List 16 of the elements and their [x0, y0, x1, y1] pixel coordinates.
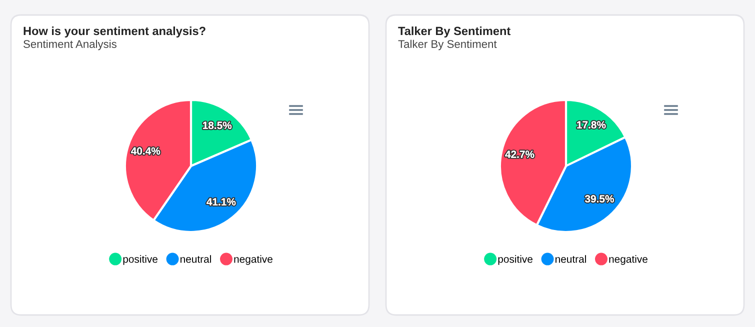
- legend-label: neutral: [180, 255, 211, 263]
- data-label: 40.4%: [131, 147, 160, 155]
- legend-label: positive: [498, 255, 532, 265]
- data-label: 41.1%: [206, 198, 236, 206]
- data-label: 18.5%: [202, 122, 232, 130]
- chart-title: Talker By Sentiment: [398, 26, 510, 38]
- legend-label: negative: [609, 255, 648, 265]
- data-label: 17.8%: [577, 121, 606, 129]
- legend-label: positive: [123, 255, 158, 265]
- data-label: 42.7%: [505, 150, 534, 158]
- legend-label: neutral: [556, 255, 586, 263]
- chart-title: How is your sentiment analysis?: [24, 26, 206, 38]
- data-label: 39.5%: [584, 195, 614, 203]
- legend-label: negative: [234, 255, 272, 265]
- chart-subtitle: Talker By Sentiment: [398, 40, 497, 50]
- chart-subtitle: Sentiment Analysis: [24, 40, 116, 50]
